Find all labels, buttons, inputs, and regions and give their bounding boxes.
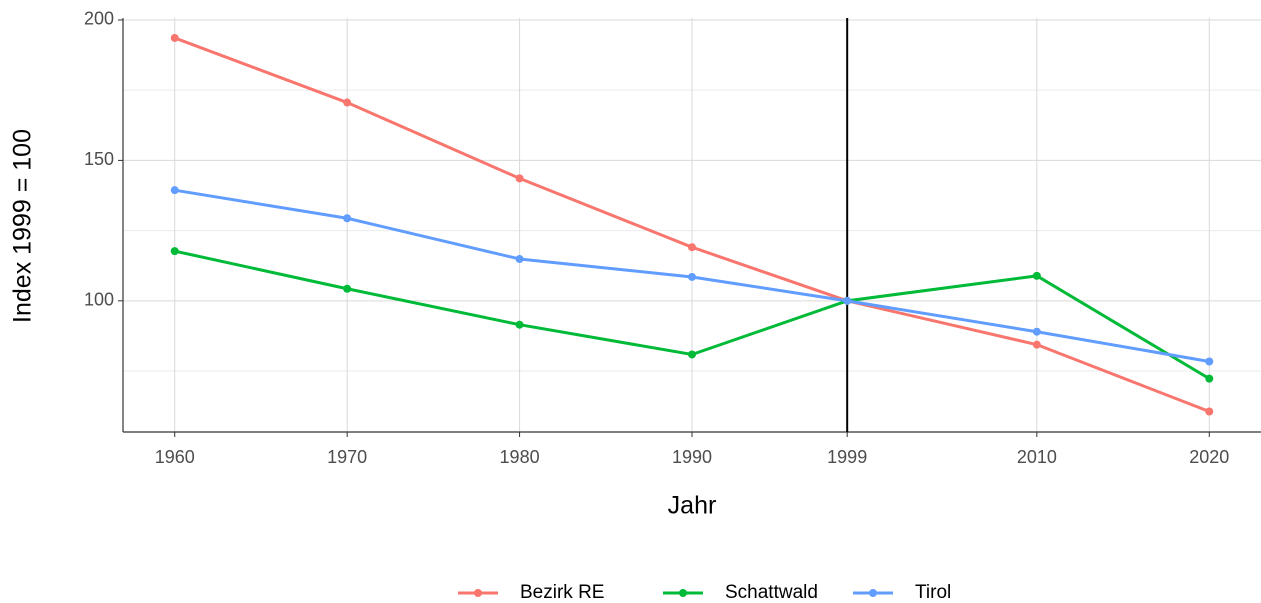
data-point: [1205, 357, 1214, 366]
data-point: [343, 284, 352, 293]
x-tick-label: 1970: [327, 447, 367, 467]
legend-label: Tirol: [915, 582, 951, 603]
data-point: [170, 33, 179, 42]
data-point: [515, 174, 524, 183]
data-point: [343, 214, 352, 223]
data-point: [843, 296, 852, 305]
data-point: [515, 254, 524, 263]
x-tick-label: 1960: [155, 447, 195, 467]
data-point: [1032, 327, 1041, 336]
data-point: [688, 350, 696, 359]
x-tick-label: 1980: [500, 447, 540, 467]
legend-key-point: [474, 589, 482, 597]
data-point: [1205, 374, 1214, 383]
y-tick-label: 100: [84, 290, 114, 310]
data-point: [170, 247, 179, 256]
data-point: [688, 272, 696, 281]
x-axis-title: Jahr: [668, 492, 717, 520]
data-point: [1032, 340, 1041, 349]
data-point: [688, 243, 696, 252]
data-point: [343, 98, 352, 107]
data-point: [170, 186, 179, 195]
x-tick-label: 2020: [1189, 447, 1229, 467]
legend-key-point: [679, 589, 687, 597]
data-point: [515, 320, 524, 329]
y-tick-label: 150: [84, 149, 114, 169]
data-point: [1205, 407, 1214, 416]
x-tick-label: 2010: [1017, 447, 1057, 467]
legend-label: Schattwald: [725, 582, 818, 603]
data-point: [1032, 271, 1041, 280]
x-tick-label: 1999: [827, 447, 867, 467]
x-tick-label: 1990: [672, 447, 712, 467]
legend-key-point: [869, 589, 877, 597]
y-axis-title: Index 1999 = 100: [9, 129, 37, 323]
y-tick-label: 200: [84, 9, 114, 29]
legend-label: Bezirk RE: [520, 582, 604, 603]
